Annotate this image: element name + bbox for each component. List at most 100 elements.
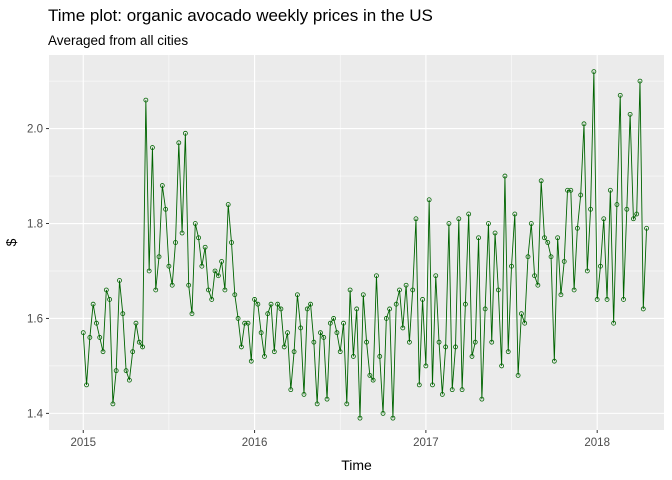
- data-point: [568, 187, 574, 193]
- data-point: [199, 263, 205, 269]
- data-point: [486, 221, 491, 226]
- data-point: [575, 225, 580, 231]
- data-point: [476, 235, 481, 241]
- data-point: [555, 235, 561, 241]
- data-point: [182, 130, 188, 136]
- data-point: [130, 349, 136, 355]
- data-point: [416, 382, 422, 388]
- data-point: [370, 377, 376, 383]
- data-point: [512, 211, 518, 217]
- data-point: [505, 349, 511, 355]
- data-point: [617, 92, 623, 98]
- data-point: [640, 306, 646, 312]
- data-point: [321, 335, 327, 340]
- data-point: [334, 330, 340, 336]
- data-point: [156, 254, 162, 260]
- data-point: [591, 69, 597, 75]
- data-point: [528, 221, 534, 226]
- data-point: [179, 230, 185, 236]
- data-point: [196, 235, 201, 241]
- data-point: [255, 301, 261, 307]
- data-point: [222, 287, 228, 293]
- data-point: [598, 263, 603, 269]
- data-point: [294, 292, 300, 298]
- data-point: [627, 111, 633, 117]
- data-point: [423, 363, 429, 369]
- data-point: [535, 282, 541, 288]
- data-point: [232, 292, 238, 298]
- data-point: [462, 301, 468, 307]
- data-point: [318, 330, 323, 336]
- data-point: [311, 339, 317, 345]
- data-point: [459, 387, 465, 393]
- data-point: [482, 306, 488, 312]
- data-point: [265, 311, 271, 317]
- data-point: [120, 311, 126, 317]
- data-point: [509, 263, 514, 269]
- data-point: [159, 183, 165, 188]
- data-point: [238, 344, 244, 350]
- data-point: [153, 287, 159, 293]
- data-point: [189, 311, 195, 317]
- data-point: [271, 349, 277, 355]
- data-point: [558, 292, 564, 298]
- data-point: [489, 339, 495, 345]
- plot-panel: [49, 55, 664, 430]
- y-tick-label: 2.0: [27, 124, 43, 136]
- data-point: [258, 330, 264, 336]
- data-point: [242, 320, 248, 326]
- data-point: [347, 287, 353, 293]
- data-point: [136, 339, 142, 345]
- data-point: [275, 301, 281, 307]
- data-point: [235, 316, 241, 321]
- data-point: [100, 349, 106, 355]
- data-point: [301, 391, 307, 397]
- data-point: [548, 254, 554, 260]
- data-point: [186, 282, 192, 288]
- data-point: [413, 216, 419, 222]
- data-point: [202, 244, 208, 250]
- data-point: [281, 344, 287, 350]
- data-point: [133, 320, 139, 326]
- data-point: [400, 325, 406, 331]
- data-point: [324, 396, 330, 402]
- data-point: [522, 320, 528, 326]
- data-point: [584, 268, 590, 274]
- data-point: [298, 325, 304, 331]
- data-point: [350, 354, 356, 359]
- data-point: [631, 216, 636, 222]
- data-point: [456, 216, 462, 222]
- data-point: [594, 297, 600, 302]
- data-point: [545, 240, 551, 245]
- data-point: [344, 401, 350, 407]
- data-point: [449, 387, 455, 393]
- data-point: [113, 368, 119, 374]
- data-point: [252, 297, 257, 302]
- x-tick-label: 2018: [584, 437, 610, 449]
- data-point: [469, 354, 475, 359]
- data-point: [446, 221, 452, 226]
- data-point: [420, 297, 425, 302]
- x-tick-label: 2015: [70, 437, 96, 449]
- data-point: [192, 221, 198, 226]
- data-point: [390, 415, 396, 421]
- data-point: [406, 339, 412, 345]
- data-point: [341, 320, 346, 326]
- data-point: [492, 230, 498, 236]
- data-point: [364, 339, 369, 345]
- data-point: [466, 211, 472, 217]
- data-point: [532, 273, 537, 279]
- y-tick-label: 1.6: [27, 313, 43, 325]
- data-point: [403, 282, 409, 288]
- data-point: [314, 401, 320, 407]
- data-point: [80, 330, 86, 336]
- data-point: [140, 344, 145, 350]
- data-point: [209, 297, 215, 302]
- data-point: [551, 358, 557, 364]
- data-point: [380, 410, 386, 416]
- data-point: [87, 335, 93, 340]
- data-point: [360, 292, 366, 298]
- data-point: [443, 344, 449, 350]
- data-point: [581, 121, 587, 127]
- data-point: [110, 401, 116, 407]
